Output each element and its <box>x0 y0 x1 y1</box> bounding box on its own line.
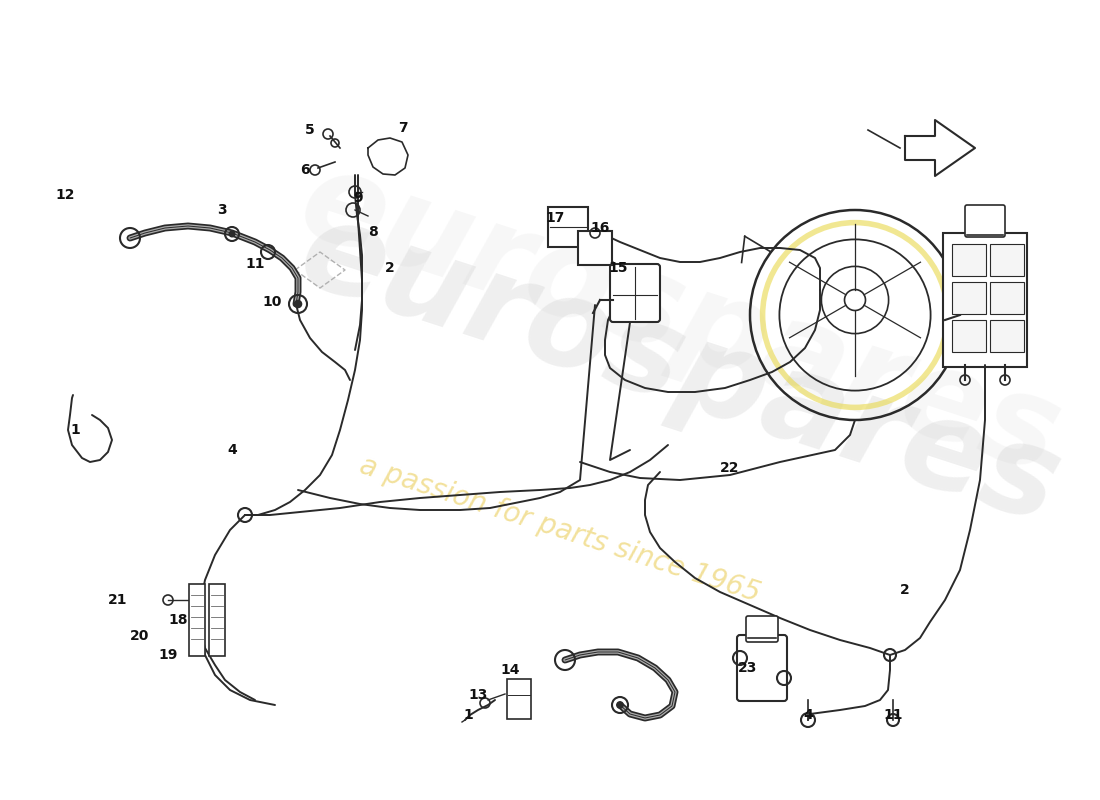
FancyBboxPatch shape <box>952 282 986 314</box>
Text: eurospares: eurospares <box>286 190 1075 550</box>
Text: 20: 20 <box>130 629 150 643</box>
Text: 4: 4 <box>227 443 236 457</box>
Text: 19: 19 <box>158 648 178 662</box>
Text: 13: 13 <box>469 688 487 702</box>
Text: 12: 12 <box>55 188 75 202</box>
FancyBboxPatch shape <box>507 679 531 719</box>
Text: 23: 23 <box>738 661 758 675</box>
FancyBboxPatch shape <box>952 244 986 276</box>
Circle shape <box>229 231 234 237</box>
Text: 5: 5 <box>305 123 315 137</box>
Text: 15: 15 <box>608 261 628 275</box>
Text: 18: 18 <box>168 613 188 627</box>
Text: 8: 8 <box>368 225 378 239</box>
Text: 11: 11 <box>883 708 903 722</box>
Text: 14: 14 <box>500 663 519 677</box>
Text: 6: 6 <box>300 163 310 177</box>
FancyBboxPatch shape <box>209 584 226 656</box>
Text: 21: 21 <box>108 593 128 607</box>
Text: 10: 10 <box>262 295 282 309</box>
FancyBboxPatch shape <box>737 635 786 701</box>
Text: 2: 2 <box>385 261 395 275</box>
FancyBboxPatch shape <box>990 282 1024 314</box>
FancyBboxPatch shape <box>548 207 588 247</box>
FancyBboxPatch shape <box>746 616 778 642</box>
Text: 2: 2 <box>900 583 910 597</box>
Circle shape <box>617 702 624 708</box>
Text: eurospares: eurospares <box>286 140 1075 500</box>
FancyBboxPatch shape <box>578 231 612 265</box>
Text: 9: 9 <box>353 191 363 205</box>
Text: 22: 22 <box>720 461 739 475</box>
Polygon shape <box>905 120 975 176</box>
FancyBboxPatch shape <box>965 205 1005 237</box>
Text: 3: 3 <box>217 203 227 217</box>
FancyBboxPatch shape <box>990 320 1024 352</box>
FancyBboxPatch shape <box>189 584 205 656</box>
FancyBboxPatch shape <box>952 320 986 352</box>
Text: 1: 1 <box>70 423 80 437</box>
Text: 1: 1 <box>463 708 473 722</box>
FancyBboxPatch shape <box>990 244 1024 276</box>
Text: a passion for parts since 1965: a passion for parts since 1965 <box>356 452 763 608</box>
Text: 17: 17 <box>546 211 564 225</box>
FancyBboxPatch shape <box>943 233 1027 367</box>
FancyBboxPatch shape <box>610 264 660 322</box>
Circle shape <box>295 300 301 308</box>
Text: 16: 16 <box>591 221 609 235</box>
Text: 11: 11 <box>245 257 265 271</box>
Text: 7: 7 <box>398 121 408 135</box>
Text: 4: 4 <box>803 708 813 722</box>
